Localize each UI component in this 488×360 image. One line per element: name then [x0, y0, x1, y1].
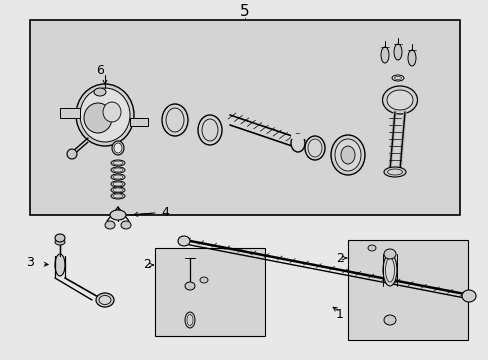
Text: 3: 3 — [26, 256, 34, 270]
Ellipse shape — [80, 88, 130, 142]
Ellipse shape — [96, 293, 114, 307]
Ellipse shape — [307, 139, 321, 157]
Ellipse shape — [290, 134, 305, 152]
Ellipse shape — [84, 103, 112, 133]
Bar — [60, 108, 80, 118]
Text: 4: 4 — [161, 207, 168, 220]
Ellipse shape — [178, 236, 190, 246]
Ellipse shape — [113, 175, 123, 179]
Ellipse shape — [105, 221, 115, 229]
Ellipse shape — [386, 90, 412, 110]
Ellipse shape — [382, 86, 417, 114]
Ellipse shape — [113, 188, 123, 192]
Ellipse shape — [165, 108, 183, 132]
Ellipse shape — [111, 187, 125, 193]
Ellipse shape — [110, 210, 126, 220]
Ellipse shape — [113, 161, 123, 165]
Ellipse shape — [340, 146, 354, 164]
Ellipse shape — [383, 167, 405, 177]
Ellipse shape — [184, 282, 195, 290]
Ellipse shape — [407, 50, 415, 66]
Text: 5: 5 — [240, 4, 249, 19]
Ellipse shape — [111, 174, 125, 180]
Ellipse shape — [76, 84, 134, 146]
Ellipse shape — [113, 194, 123, 198]
Ellipse shape — [103, 102, 121, 122]
Ellipse shape — [200, 277, 207, 283]
Ellipse shape — [111, 167, 125, 173]
Ellipse shape — [55, 234, 65, 242]
Ellipse shape — [94, 88, 106, 96]
Ellipse shape — [386, 169, 402, 175]
Ellipse shape — [121, 221, 131, 229]
Ellipse shape — [385, 258, 394, 282]
Ellipse shape — [391, 75, 403, 81]
Ellipse shape — [99, 296, 111, 305]
Bar — [30, 20, 459, 215]
Ellipse shape — [184, 312, 195, 328]
Ellipse shape — [114, 143, 122, 153]
Ellipse shape — [380, 47, 388, 63]
Text: 2: 2 — [335, 252, 343, 265]
Ellipse shape — [111, 193, 125, 199]
Text: 2: 2 — [143, 258, 151, 271]
Text: 6: 6 — [96, 63, 104, 77]
Bar — [347, 240, 467, 340]
Text: 1: 1 — [335, 309, 343, 321]
Ellipse shape — [55, 239, 65, 245]
Ellipse shape — [383, 249, 395, 259]
Ellipse shape — [55, 254, 65, 276]
Ellipse shape — [382, 254, 396, 286]
Ellipse shape — [186, 315, 193, 325]
Ellipse shape — [113, 168, 123, 172]
Ellipse shape — [394, 77, 401, 80]
Ellipse shape — [111, 160, 125, 166]
Ellipse shape — [461, 290, 475, 302]
Bar — [130, 118, 148, 126]
Bar — [290, 134, 305, 139]
Ellipse shape — [198, 115, 222, 145]
Ellipse shape — [330, 135, 364, 175]
Ellipse shape — [162, 104, 187, 136]
Ellipse shape — [67, 149, 77, 159]
Ellipse shape — [367, 245, 375, 251]
Ellipse shape — [334, 139, 360, 171]
Ellipse shape — [113, 182, 123, 186]
Ellipse shape — [112, 141, 124, 155]
Ellipse shape — [202, 119, 218, 141]
Ellipse shape — [383, 315, 395, 325]
Ellipse shape — [111, 181, 125, 187]
Bar — [155, 248, 264, 336]
Ellipse shape — [305, 136, 325, 160]
Ellipse shape — [393, 44, 401, 60]
